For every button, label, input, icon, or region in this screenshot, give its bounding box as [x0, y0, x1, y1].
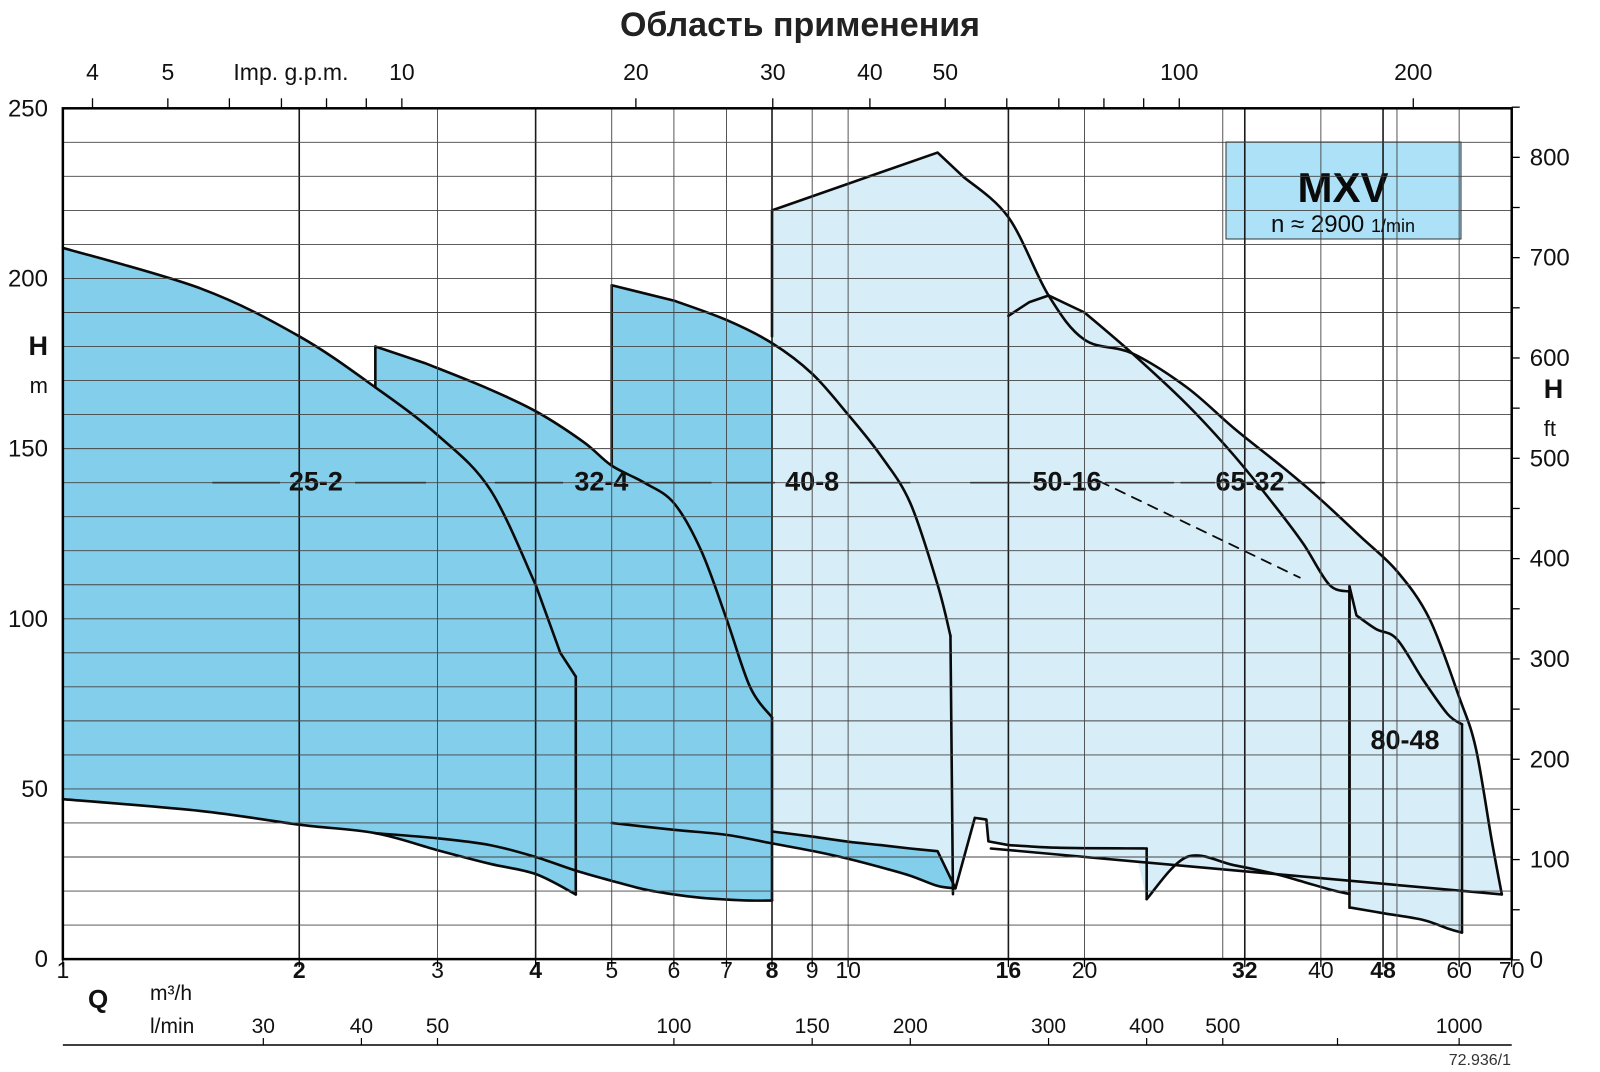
svg-text:4: 4 [86, 59, 99, 85]
svg-text:100: 100 [1530, 847, 1570, 874]
svg-text:40: 40 [350, 1015, 373, 1038]
svg-text:20: 20 [623, 59, 649, 85]
svg-text:100: 100 [8, 606, 48, 633]
svg-text:200: 200 [8, 265, 48, 292]
svg-text:H: H [1544, 374, 1564, 404]
svg-text:400: 400 [1530, 546, 1570, 573]
svg-text:65-32: 65-32 [1216, 467, 1285, 497]
svg-text:10: 10 [389, 59, 415, 85]
svg-text:30: 30 [252, 1015, 275, 1038]
svg-text:30: 30 [760, 59, 786, 85]
svg-text:H: H [29, 331, 49, 361]
svg-text:600: 600 [1530, 345, 1570, 372]
svg-text:200: 200 [1394, 59, 1432, 85]
svg-text:500: 500 [1530, 445, 1570, 472]
svg-text:50-16: 50-16 [1032, 467, 1101, 497]
svg-text:1000: 1000 [1436, 1015, 1483, 1038]
svg-text:300: 300 [1031, 1015, 1066, 1038]
svg-text:0: 0 [35, 946, 48, 973]
svg-text:200: 200 [1530, 746, 1570, 773]
svg-text:80-48: 80-48 [1370, 725, 1439, 755]
svg-text:400: 400 [1129, 1015, 1164, 1038]
svg-text:32-4: 32-4 [574, 467, 628, 497]
svg-text:150: 150 [8, 436, 48, 463]
svg-text:50: 50 [426, 1015, 449, 1038]
svg-text:700: 700 [1530, 245, 1570, 272]
svg-text:5: 5 [161, 59, 174, 85]
svg-text:50: 50 [932, 59, 958, 85]
svg-text:500: 500 [1205, 1015, 1240, 1038]
svg-text:40: 40 [857, 59, 883, 85]
svg-text:n ≈ 2900 1/min: n ≈ 2900 1/min [1271, 211, 1415, 238]
svg-text:250: 250 [8, 95, 48, 122]
svg-text:100: 100 [656, 1015, 691, 1038]
svg-text:100: 100 [1160, 59, 1198, 85]
svg-text:300: 300 [1530, 646, 1570, 673]
svg-text:150: 150 [795, 1015, 830, 1038]
svg-text:MXV: MXV [1297, 164, 1388, 211]
svg-text:Область применения: Область применения [620, 6, 980, 44]
svg-text:800: 800 [1530, 144, 1570, 171]
svg-text:l/min: l/min [150, 1015, 194, 1038]
svg-text:m³/h: m³/h [150, 982, 192, 1005]
svg-text:ft: ft [1544, 416, 1556, 441]
svg-text:50: 50 [21, 776, 48, 803]
svg-text:0: 0 [1530, 947, 1543, 974]
svg-text:25-2: 25-2 [289, 467, 343, 497]
svg-text:200: 200 [893, 1015, 928, 1038]
svg-text:Imp. g.p.m.: Imp. g.p.m. [233, 59, 348, 85]
svg-text:Q: Q [88, 984, 108, 1014]
svg-text:m: m [30, 373, 48, 398]
svg-text:72.936/1: 72.936/1 [1449, 1052, 1511, 1069]
